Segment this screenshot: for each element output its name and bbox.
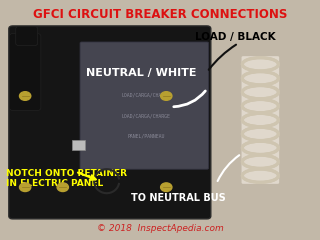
- Circle shape: [20, 183, 31, 192]
- Text: NOTCH ONTO RETAINER
IN ELECTRIC PANEL: NOTCH ONTO RETAINER IN ELECTRIC PANEL: [6, 169, 127, 188]
- FancyBboxPatch shape: [242, 56, 279, 184]
- Circle shape: [161, 92, 172, 100]
- Text: © 2018  InspectApedia.com: © 2018 InspectApedia.com: [97, 224, 223, 233]
- Text: GFCI CIRCUIT BREAKER CONNECTIONS: GFCI CIRCUIT BREAKER CONNECTIONS: [33, 8, 287, 21]
- Circle shape: [161, 183, 172, 192]
- Circle shape: [57, 183, 68, 192]
- Text: LOAD/CARGA/CHARGE: LOAD/CARGA/CHARGE: [122, 92, 170, 97]
- FancyBboxPatch shape: [80, 42, 209, 169]
- Text: NEUTRAL / WHITE: NEUTRAL / WHITE: [86, 68, 196, 78]
- Text: PANEL/PANNEAU: PANEL/PANNEAU: [127, 133, 164, 138]
- Bar: [72, 140, 85, 150]
- FancyBboxPatch shape: [10, 34, 41, 110]
- Text: LOAD/CARGA/CHARGE: LOAD/CARGA/CHARGE: [122, 114, 170, 119]
- Text: LOAD / BLACK: LOAD / BLACK: [195, 32, 276, 42]
- FancyBboxPatch shape: [16, 26, 38, 46]
- FancyBboxPatch shape: [9, 26, 211, 219]
- Text: TO NEUTRAL BUS: TO NEUTRAL BUS: [132, 193, 226, 203]
- Circle shape: [20, 92, 31, 100]
